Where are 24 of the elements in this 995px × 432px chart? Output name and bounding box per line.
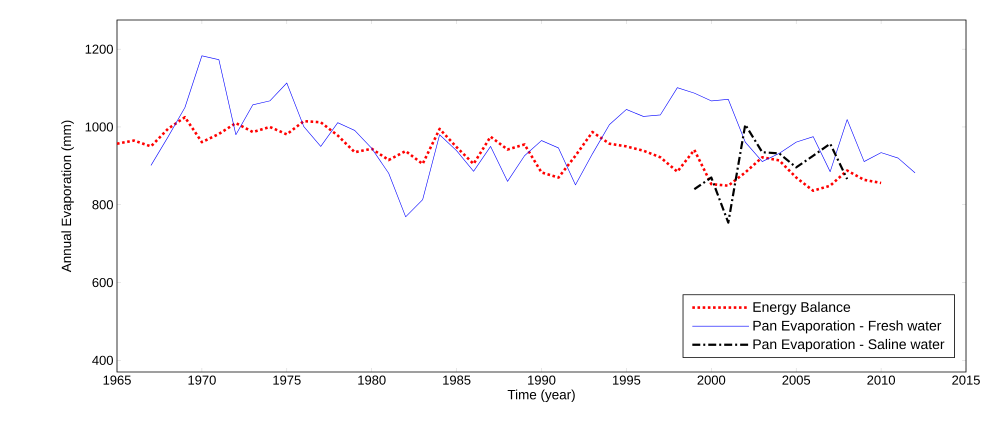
x-tick-label: 1970	[188, 376, 216, 385]
x-tick-label: 2015	[952, 376, 980, 385]
x-tick-label: 2000	[698, 376, 726, 385]
legend-label: Pan Evaporation - Saline water	[753, 338, 944, 352]
line-series	[150, 55, 916, 218]
x-tick-label: 1980	[358, 376, 386, 385]
x-tick-label: 1990	[528, 376, 556, 385]
y-tick-label: 400	[92, 356, 113, 365]
legend-label: Energy Balance	[753, 302, 850, 315]
y-tick-label: 800	[92, 200, 113, 210]
y-tick-label: 1000	[86, 122, 113, 132]
y-tick-label: 600	[92, 278, 113, 288]
x-tick-label: 1985	[443, 376, 470, 385]
x-tick-label: 2005	[782, 376, 810, 385]
line-series	[693, 124, 848, 224]
y-axis-title: Annual Evaporation (mm)	[61, 120, 74, 272]
line-series	[117, 116, 882, 192]
x-tick-label: 1995	[612, 376, 640, 385]
y-tick-label: 1200	[86, 44, 113, 54]
x-tick-label: 1965	[104, 376, 131, 385]
x-axis-title: Time (year)	[508, 390, 575, 402]
x-tick-label: 2010	[867, 376, 896, 385]
x-tick-label: 1975	[273, 376, 301, 385]
legend-label: Pan Evaporation - Fresh water	[753, 320, 942, 334]
